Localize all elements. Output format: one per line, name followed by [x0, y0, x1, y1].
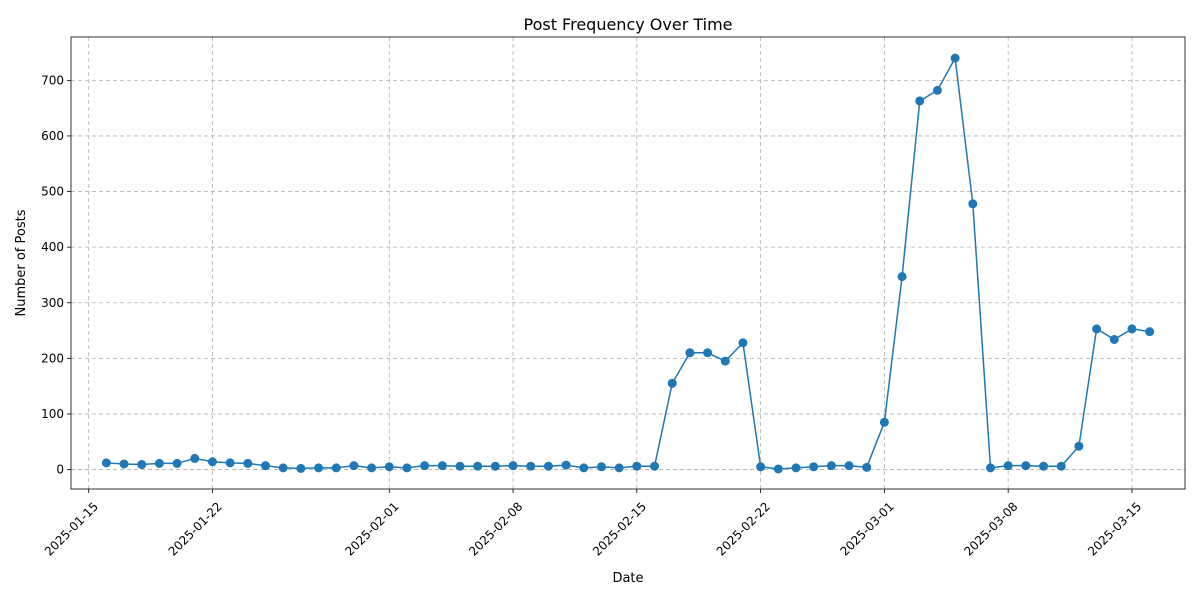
x-tick-label: 2025-02-15	[590, 499, 649, 558]
data-point	[172, 458, 182, 468]
data-point	[1021, 461, 1031, 471]
data-point	[667, 378, 677, 388]
data-point	[101, 458, 111, 468]
data-point	[738, 338, 748, 348]
data-point	[932, 85, 942, 95]
data-point	[862, 462, 872, 472]
data-point	[296, 463, 306, 473]
data-point	[331, 463, 341, 473]
data-point	[243, 458, 253, 468]
data-point	[1056, 461, 1066, 471]
series-line	[106, 55, 1150, 470]
data-point	[207, 457, 217, 467]
data-point	[225, 458, 235, 468]
x-axis-ticks: 2025-01-15 2025-01-22 2025-02-01 2025-02-08…	[42, 489, 1144, 559]
data-point	[137, 460, 147, 470]
data-point	[508, 461, 518, 471]
data-point	[826, 461, 836, 471]
series-group	[101, 53, 1155, 474]
data-point	[968, 199, 978, 209]
data-point	[685, 348, 695, 358]
data-point	[261, 461, 271, 471]
y-tick-label: 600	[41, 129, 64, 143]
data-point	[915, 96, 925, 106]
x-tick-label: 2025-01-22	[166, 499, 225, 558]
data-point	[614, 463, 624, 473]
data-point	[490, 461, 500, 471]
grid-lines	[71, 37, 1185, 489]
x-axis-label: Date	[612, 571, 643, 586]
data-point	[384, 462, 394, 472]
data-point	[579, 463, 589, 473]
y-tick-label: 100	[41, 407, 64, 421]
y-tick-label: 400	[41, 240, 64, 254]
data-point	[720, 356, 730, 366]
x-tick-label: 2025-02-08	[466, 499, 525, 558]
data-point	[314, 463, 324, 473]
data-point	[473, 461, 483, 471]
data-point	[791, 463, 801, 473]
data-point	[596, 462, 606, 472]
data-point	[1074, 441, 1084, 451]
y-tick-label: 300	[41, 296, 64, 310]
y-axis-ticks: 0 100 200 300 400 500 600 700	[41, 73, 71, 477]
plot-frame	[70, 36, 1186, 490]
data-point	[1127, 324, 1137, 334]
data-point	[543, 461, 553, 471]
data-point	[420, 461, 430, 471]
data-point	[879, 417, 889, 427]
data-point	[897, 272, 907, 282]
data-point	[950, 53, 960, 63]
data-point	[154, 458, 164, 468]
y-axis-label: Number of Posts	[14, 209, 29, 316]
data-point	[985, 463, 995, 473]
y-tick-label: 500	[41, 185, 64, 199]
data-point	[437, 461, 447, 471]
data-point	[367, 463, 377, 473]
x-tick-label: 2025-01-15	[42, 499, 101, 558]
data-point	[1145, 327, 1155, 337]
chart-title: Post Frequency Over Time	[523, 15, 732, 34]
data-point	[190, 453, 200, 463]
data-point	[119, 459, 129, 469]
data-point	[1092, 324, 1102, 334]
x-tick-label: 2025-02-01	[342, 499, 401, 558]
data-point	[773, 464, 783, 474]
y-tick-label: 700	[41, 73, 64, 87]
x-tick-label: 2025-03-08	[961, 499, 1020, 558]
data-point	[455, 461, 465, 471]
data-point	[1003, 461, 1013, 471]
y-tick-label: 0	[56, 463, 64, 477]
data-point	[402, 463, 412, 473]
data-point	[561, 460, 571, 470]
data-point	[1109, 334, 1119, 344]
y-tick-label: 200	[41, 351, 64, 365]
data-point	[526, 461, 536, 471]
x-tick-label: 2025-03-01	[838, 499, 897, 558]
data-point	[1039, 461, 1049, 471]
data-point	[844, 461, 854, 471]
x-tick-label: 2025-02-22	[714, 499, 773, 558]
data-point	[278, 463, 288, 473]
data-point	[349, 461, 359, 471]
data-point	[632, 461, 642, 471]
data-point	[650, 461, 660, 471]
data-point	[809, 462, 819, 472]
x-tick-label: 2025-03-15	[1085, 499, 1144, 558]
data-point	[756, 462, 766, 472]
data-point	[703, 348, 713, 358]
